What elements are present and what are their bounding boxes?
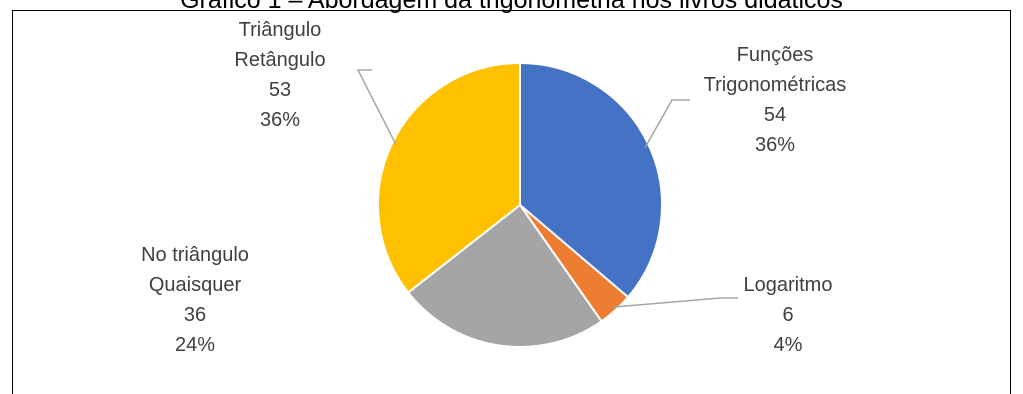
label-logaritmo-line1: Logaritmo [743, 274, 833, 296]
leader-line [356, 69, 397, 145]
label-funcoes-trigonometricas: Funções Trigonométricas 54 36% [670, 40, 880, 160]
label-quaisquer-percent: 24% [174, 334, 216, 356]
leader-line [612, 297, 738, 308]
chart-frame [12, 10, 1011, 394]
label-logaritmo-percent: 4% [773, 334, 803, 356]
slice-no-triangulo-quaisquer [406, 203, 603, 348]
label-retangulo-line1: Triângulo [238, 19, 322, 41]
label-triangulo-retangulo: Triângulo Retângulo 53 36% [205, 15, 355, 135]
label-funcoes-line1: Funções [736, 44, 814, 66]
label-logaritmo-value: 6 [782, 304, 794, 326]
label-quaisquer-line2: Quaisquer [148, 274, 242, 296]
label-retangulo-value: 53 [268, 79, 292, 101]
label-funcoes-line2: Trigonométricas [703, 74, 847, 96]
label-logaritmo: Logaritmo 6 4% [718, 270, 858, 360]
label-retangulo-percent: 36% [259, 109, 301, 131]
label-retangulo-line2: Retângulo [234, 49, 326, 71]
label-funcoes-percent: 36% [754, 134, 796, 156]
slice-funcoes-trigonometricas [519, 61, 663, 299]
label-no-triangulo-quaisquer: No triângulo Quaisquer 36 24% [110, 240, 280, 360]
label-funcoes-value: 54 [763, 104, 787, 126]
label-quaisquer-value: 36 [183, 304, 207, 326]
label-quaisquer-line1: No triângulo [141, 244, 249, 266]
slice-triangulo-retangulo [377, 61, 521, 294]
leader-line [644, 99, 690, 148]
chart-title: Gráfico 1 – Abordagem da trigonometria n… [180, 0, 843, 14]
